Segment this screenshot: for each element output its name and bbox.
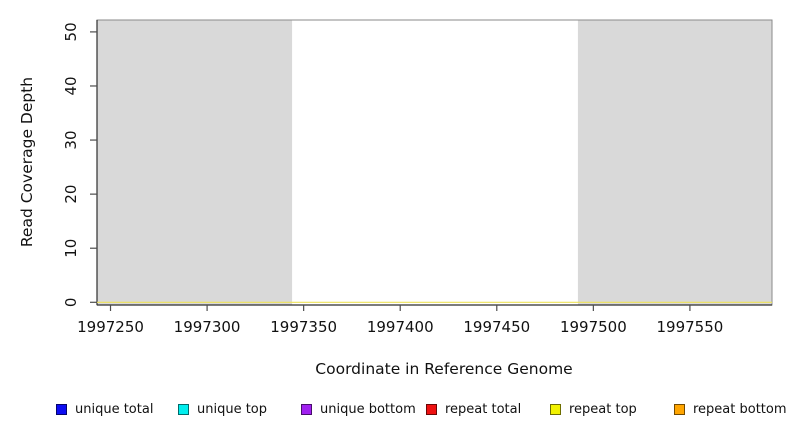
shaded-region-0 xyxy=(97,20,293,305)
legend-item-repeat-total: repeat total xyxy=(426,399,521,419)
repeat-total-swatch-icon xyxy=(426,403,437,415)
repeat-bottom-swatch-icon xyxy=(674,403,685,415)
y-tick-label: 0 xyxy=(62,298,80,308)
y-tick-label: 50 xyxy=(62,22,80,41)
legend-item-unique-top: unique top xyxy=(178,399,267,419)
y-tick-label: 20 xyxy=(62,185,80,204)
x-tick-label: 1997300 xyxy=(174,318,241,336)
legend-item-unique-bottom: unique bottom xyxy=(301,399,416,419)
repeat-top-swatch-icon xyxy=(550,403,561,415)
legend-item-repeat-bottom: repeat bottom xyxy=(674,399,787,419)
x-tick-label: 1997550 xyxy=(657,318,724,336)
x-tick-label: 1997250 xyxy=(77,318,144,336)
legend: unique total unique top unique bottom re… xyxy=(0,399,792,419)
legend-item-unique-total: unique total xyxy=(56,399,153,419)
unique-bottom-swatch-icon xyxy=(301,403,312,415)
x-axis-title: Coordinate in Reference Genome xyxy=(315,360,573,378)
x-tick-label: 1997450 xyxy=(463,318,530,336)
y-tick-label: 30 xyxy=(62,131,80,150)
unique-total-swatch-icon xyxy=(56,403,67,415)
legend-item-repeat-top: repeat top xyxy=(550,399,637,419)
unique-top-swatch-icon xyxy=(178,403,189,415)
y-tick-label: 10 xyxy=(62,239,80,258)
x-tick-label: 1997500 xyxy=(560,318,627,336)
x-tick-label: 1997400 xyxy=(367,318,434,336)
y-tick-label: 40 xyxy=(62,76,80,95)
x-tick-label: 1997350 xyxy=(270,318,337,336)
shaded-region-1 xyxy=(577,20,772,305)
